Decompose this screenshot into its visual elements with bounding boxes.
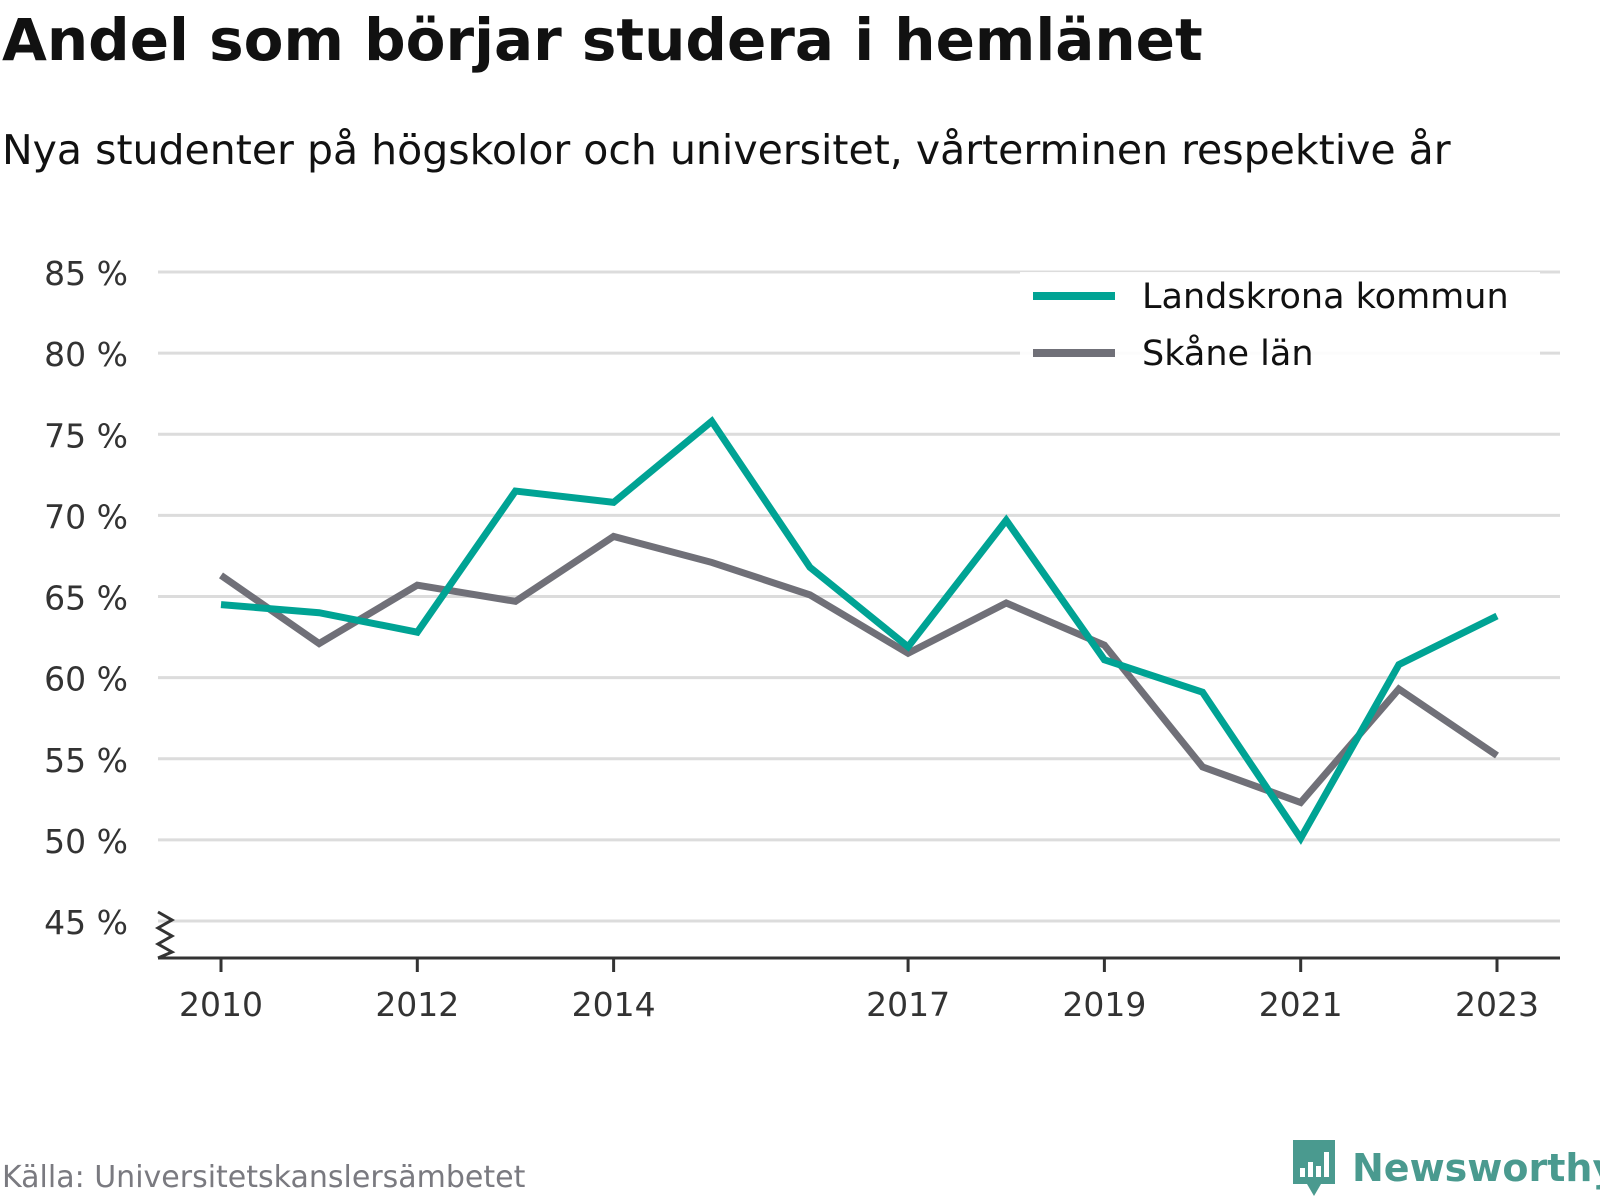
source-note: Källa: Universitetskanslersämbetet [2,1160,526,1195]
chart-subtitle: Nya studenter på högskolor och universit… [2,126,1451,174]
y-tick-label: 85 % [44,254,128,293]
y-tick-label: 60 % [44,660,128,699]
y-axis: 45 % 50 % 55 % 60 % 65 % 70 % 75 % 80 % 85 % [44,254,176,960]
y-tick-label: 70 % [44,497,128,536]
newsworthy-logo-icon [1293,1140,1335,1196]
y-tick-label: 65 % [44,579,128,618]
axis-break-marker [154,910,176,960]
brand-name: Newsworthy [1352,1146,1600,1190]
line-chart: 45 % 50 % 55 % 60 % 65 % 70 % 75 % 80 % 85 % 201… [44,254,1560,1024]
y-tick-label: 80 % [44,335,128,374]
series-line-1 [219,532,1499,807]
x-tick-label: 2010 [179,985,263,1024]
series-line-0 [220,416,1499,845]
legend-label-1: Skåne län [1142,333,1314,374]
x-tick-label: 2017 [866,985,950,1024]
x-tick-label: 2014 [572,985,656,1024]
x-tick-label: 2012 [375,985,459,1024]
x-axis: 2010 2012 2014 2017 2019 2021 2023 [158,956,1560,1024]
x-tick-label: 2023 [1455,985,1539,1024]
brand-logo: Newsworthy [1290,1138,1600,1198]
y-tick-label: 55 % [44,741,128,780]
x-tick-label: 2019 [1062,985,1146,1024]
series-lines [219,416,1499,845]
y-tick-label: 50 % [44,822,128,861]
legend: Landskrona kommun Skåne län [1020,272,1540,384]
y-tick-label: 75 % [44,416,128,455]
legend-label-0: Landskrona kommun [1142,277,1509,317]
chart-title: Andel som börjar studera i hemlänet [2,6,1203,74]
y-tick-label: 45 % [44,903,128,942]
legend-background [1020,272,1540,384]
x-tick-label: 2021 [1259,985,1343,1024]
